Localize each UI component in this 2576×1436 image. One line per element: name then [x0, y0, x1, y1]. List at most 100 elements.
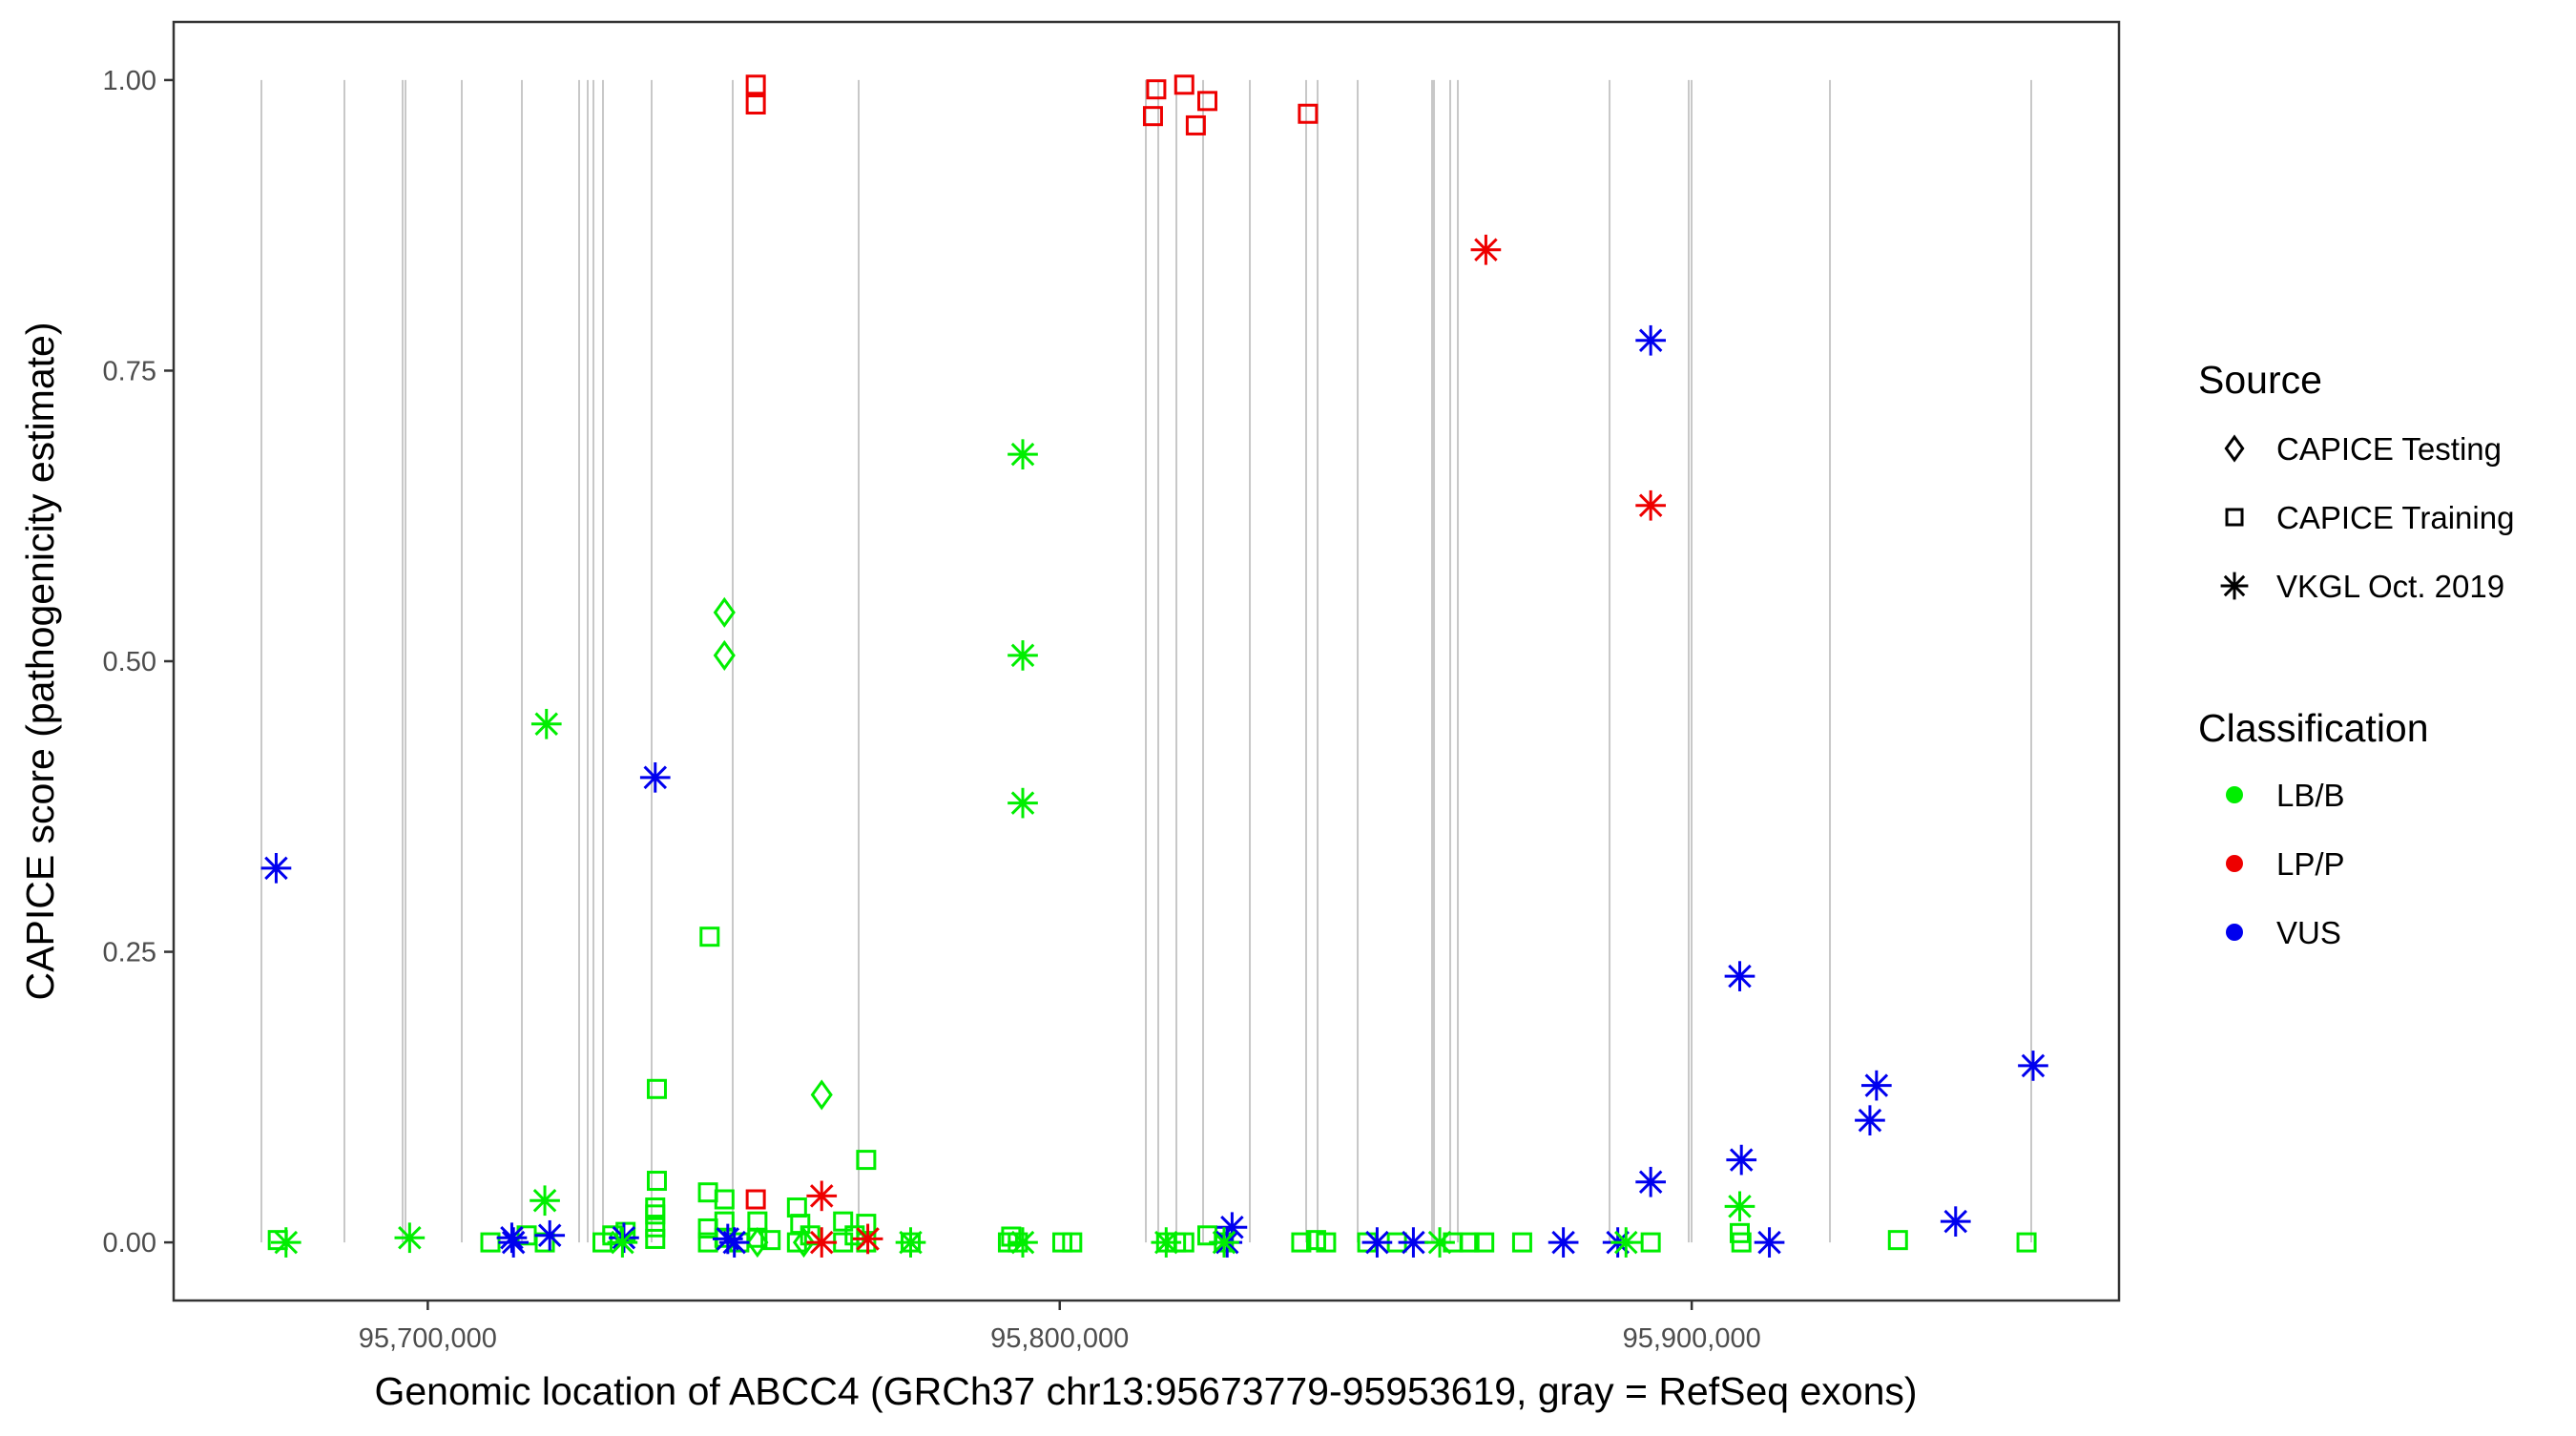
data-point-vkgl	[639, 761, 671, 793]
asterisk-stroke	[1638, 1170, 1663, 1195]
data-point-vkgl	[530, 708, 562, 739]
asterisk-stroke	[1757, 1230, 1781, 1255]
square-marker	[645, 1197, 666, 1218]
data-point-vkgl	[1860, 1070, 1892, 1101]
data-point-vkgl	[1754, 1227, 1785, 1258]
data-point-vkgl	[607, 1227, 638, 1258]
data-point-training	[1316, 1232, 1337, 1253]
asterisk-stroke	[532, 1188, 557, 1213]
data-point-testing	[713, 639, 736, 671]
data-point-vkgl	[1008, 640, 1038, 671]
asterisk-stroke	[2223, 574, 2246, 597]
data-point-training	[1142, 106, 1163, 127]
x-tick-label: 95,700,000	[359, 1323, 497, 1354]
asterisk-stroke	[643, 765, 668, 790]
asterisk-stroke	[1427, 1230, 1452, 1255]
data-point-vkgl	[260, 852, 292, 884]
asterisk-stroke	[1728, 1195, 1752, 1218]
square-marker	[856, 1232, 877, 1253]
asterisk-stroke	[899, 1230, 923, 1255]
y-tick-label: 1.00	[103, 66, 156, 96]
data-point-vkgl	[1548, 1227, 1579, 1258]
data-point-training	[699, 926, 720, 947]
square-marker	[1511, 1232, 1532, 1253]
legend-key-dot	[2226, 786, 2243, 803]
asterisk-stroke	[1402, 1230, 1425, 1255]
data-points	[260, 74, 2048, 1259]
data-point-vkgl	[1209, 1227, 1239, 1258]
data-point-training	[2016, 1232, 2037, 1253]
data-point-testing	[792, 1227, 816, 1259]
data-point-training	[645, 1228, 666, 1249]
data-point-vkgl	[1424, 1227, 1455, 1258]
asterisk-stroke	[809, 1184, 834, 1208]
data-point-training	[856, 1150, 877, 1171]
data-point-training	[760, 1230, 781, 1251]
data-point-vkgl	[1008, 439, 1038, 470]
legend-key-dot	[2226, 855, 2243, 872]
square-marker	[786, 1232, 807, 1253]
data-point-training	[833, 1211, 854, 1232]
y-axis: 0.00 0.25 0.50 0.75 1.00	[103, 66, 174, 1259]
legend-label-vkgl: VKGL Oct. 2019	[2276, 569, 2504, 604]
data-point-training	[1731, 1232, 1752, 1253]
asterisk-stroke	[1010, 643, 1035, 668]
data-point-training	[714, 1189, 735, 1210]
data-point-vkgl	[1008, 787, 1038, 819]
asterisk-stroke	[1864, 1073, 1889, 1097]
exon-lines	[260, 79, 2033, 1243]
data-point-vkgl	[852, 1223, 883, 1255]
square-marker	[1316, 1232, 1337, 1253]
data-point-training	[1887, 1230, 1908, 1251]
square-marker	[1062, 1232, 1083, 1253]
data-point-training	[1474, 1232, 1495, 1253]
square-marker	[1731, 1232, 1752, 1253]
square-marker	[1291, 1232, 1312, 1253]
square-marker	[714, 1189, 735, 1210]
square-marker	[1001, 1226, 1022, 1247]
legend-label-training: CAPICE Training	[2276, 500, 2514, 535]
asterisk-stroke	[534, 712, 559, 737]
square-marker	[856, 1150, 877, 1171]
data-point-testing	[713, 596, 736, 628]
data-point-training	[800, 1225, 821, 1246]
legend-label-class: LB/B	[2276, 778, 2345, 813]
data-point-training	[856, 1232, 877, 1253]
asterisk-stroke	[611, 1230, 634, 1255]
data-point-training	[1298, 103, 1319, 124]
data-point-vkgl	[270, 1227, 301, 1258]
square-marker	[2016, 1232, 2037, 1253]
x-tick-label: 95,900,000	[1623, 1323, 1761, 1354]
asterisk-stroke	[537, 1223, 562, 1248]
data-point-vkgl	[1855, 1105, 1885, 1136]
asterisk-stroke	[1365, 1230, 1389, 1255]
square-marker	[833, 1211, 854, 1232]
data-point-vkgl	[1635, 324, 1667, 356]
data-point-training	[1174, 74, 1195, 95]
data-point-training	[747, 1227, 768, 1248]
asterisk-stroke	[398, 1225, 422, 1250]
legend: Source CAPICE Testing CAPICE Training VKGL…	[2198, 358, 2514, 950]
diamond-marker	[746, 1227, 769, 1259]
square-marker	[1887, 1230, 1908, 1251]
x-axis: 95,700,000 95,800,000 95,900,000	[359, 1301, 1761, 1354]
square-marker	[699, 926, 720, 947]
square-marker	[646, 1078, 667, 1099]
data-point-vkgl	[2018, 1051, 2048, 1081]
data-point-training	[1640, 1232, 1661, 1253]
asterisk-stroke	[722, 1230, 746, 1255]
square-marker	[745, 94, 766, 114]
data-point-vkgl	[530, 1185, 560, 1217]
data-point-vkgl	[1361, 1227, 1393, 1258]
square-marker	[800, 1225, 821, 1246]
asterisk-stroke	[1614, 1230, 1638, 1255]
asterisk-stroke	[1474, 238, 1498, 262]
asterisk-stroke	[1010, 1230, 1035, 1255]
square-marker	[534, 1232, 555, 1253]
data-point-vkgl	[1008, 1227, 1038, 1258]
data-point-vkgl	[1398, 1227, 1429, 1258]
asterisk-stroke	[1551, 1230, 1575, 1255]
asterisk-stroke	[809, 1230, 834, 1255]
legend-label-class: VUS	[2276, 915, 2341, 950]
asterisk-stroke	[1010, 791, 1035, 815]
